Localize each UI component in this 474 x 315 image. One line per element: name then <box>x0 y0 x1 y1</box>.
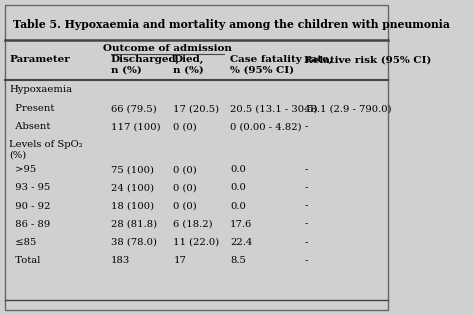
Text: -: - <box>304 122 308 131</box>
Text: 75 (100): 75 (100) <box>111 165 154 174</box>
Text: Total: Total <box>9 256 41 265</box>
Text: 0.0: 0.0 <box>230 165 246 174</box>
Text: 183: 183 <box>111 256 130 265</box>
Text: 17 (20.5): 17 (20.5) <box>173 104 219 113</box>
Text: -: - <box>304 220 308 229</box>
Text: 0 (0): 0 (0) <box>173 122 197 131</box>
Text: -: - <box>304 238 308 247</box>
Text: 0 (0.00 - 4.82): 0 (0.00 - 4.82) <box>230 122 301 131</box>
Text: 24 (100): 24 (100) <box>111 183 154 192</box>
Text: 18 (100): 18 (100) <box>111 202 154 210</box>
Text: 0 (0): 0 (0) <box>173 202 197 210</box>
Text: Parameter: Parameter <box>9 55 70 64</box>
Text: 17: 17 <box>173 256 186 265</box>
Text: Absent: Absent <box>9 122 51 131</box>
Text: >95: >95 <box>9 165 36 174</box>
Text: 0 (0): 0 (0) <box>173 183 197 192</box>
Text: 6 (18.2): 6 (18.2) <box>173 220 213 229</box>
Text: 38 (78.0): 38 (78.0) <box>111 238 157 247</box>
Text: -: - <box>304 183 308 192</box>
Text: 117 (100): 117 (100) <box>111 122 160 131</box>
Text: Outcome of admission: Outcome of admission <box>103 44 232 54</box>
Text: Case fatality rate,
% (95% CI): Case fatality rate, % (95% CI) <box>230 55 332 75</box>
Text: Present: Present <box>9 104 55 113</box>
Text: Relative risk (95% CI): Relative risk (95% CI) <box>304 55 431 64</box>
Text: Levels of SpO₂
(%): Levels of SpO₂ (%) <box>9 140 83 159</box>
Text: 11 (22.0): 11 (22.0) <box>173 238 219 247</box>
Text: 20.5 (13.1 - 30.5): 20.5 (13.1 - 30.5) <box>230 104 318 113</box>
Text: Hypoxaemia: Hypoxaemia <box>9 85 73 94</box>
Text: Died,
n (%): Died, n (%) <box>173 55 204 75</box>
Text: 90 - 92: 90 - 92 <box>9 202 51 210</box>
Text: 48.1 (2.9 - 790.0): 48.1 (2.9 - 790.0) <box>304 104 392 113</box>
Text: 0.0: 0.0 <box>230 183 246 192</box>
Text: 17.6: 17.6 <box>230 220 252 229</box>
Text: Table 5. Hypoxaemia and mortality among the children with pneumonia: Table 5. Hypoxaemia and mortality among … <box>13 19 450 30</box>
Text: -: - <box>304 202 308 210</box>
Text: 86 - 89: 86 - 89 <box>9 220 50 229</box>
Text: 66 (79.5): 66 (79.5) <box>111 104 156 113</box>
Text: ≤85: ≤85 <box>9 238 36 247</box>
Text: 8.5: 8.5 <box>230 256 246 265</box>
Text: 0 (0): 0 (0) <box>173 165 197 174</box>
Text: -: - <box>304 256 308 265</box>
Text: 0.0: 0.0 <box>230 202 246 210</box>
Text: Discharged,
n (%): Discharged, n (%) <box>111 55 180 75</box>
Text: 28 (81.8): 28 (81.8) <box>111 220 157 229</box>
FancyBboxPatch shape <box>5 4 388 311</box>
Text: -: - <box>304 165 308 174</box>
Text: 93 - 95: 93 - 95 <box>9 183 51 192</box>
Text: 22.4: 22.4 <box>230 238 252 247</box>
